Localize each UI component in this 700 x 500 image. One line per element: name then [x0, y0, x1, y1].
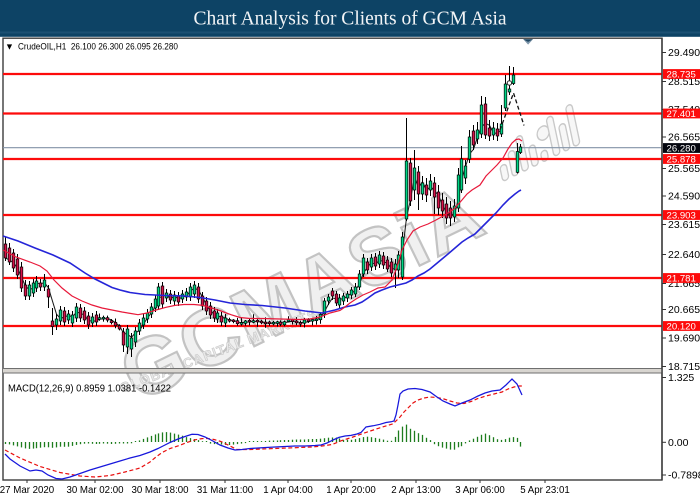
svg-text:25.878: 25.878: [667, 154, 696, 165]
svg-text:0.00: 0.00: [668, 437, 689, 449]
svg-text:-0.7898: -0.7898: [668, 470, 700, 482]
svg-text:MACD(12,26,9) 0.8959 1.0381 -0: MACD(12,26,9) 0.8959 1.0381 -0.1422: [8, 384, 171, 395]
svg-text:22.640: 22.640: [668, 249, 700, 261]
svg-text:2 Apr 13:00: 2 Apr 13:00: [391, 485, 441, 496]
svg-text:27.401: 27.401: [667, 109, 696, 120]
svg-text:24.590: 24.590: [668, 191, 700, 203]
svg-text:1 Apr 04:00: 1 Apr 04:00: [263, 485, 313, 496]
svg-text:21.781: 21.781: [667, 273, 696, 284]
svg-text:31 Mar 11:00: 31 Mar 11:00: [197, 485, 254, 496]
svg-text:18.715: 18.715: [668, 361, 700, 373]
svg-text:5 Apr 23:01: 5 Apr 23:01: [520, 485, 570, 496]
svg-text:3 Apr 06:00: 3 Apr 06:00: [455, 485, 505, 496]
svg-text:20.665: 20.665: [668, 304, 700, 316]
svg-text:CrudeOIL,H1 26.100 26.300 26.: CrudeOIL,H1 26.100 26.300 26.095 26.280: [18, 41, 178, 52]
svg-text:19.690: 19.690: [668, 333, 700, 345]
svg-text:1.325: 1.325: [668, 372, 694, 384]
svg-text:Chart Analysis for Clients of: Chart Analysis for Clients of GCM Asia: [193, 9, 506, 30]
svg-text:26.565: 26.565: [668, 132, 700, 144]
svg-text:23.903: 23.903: [667, 210, 696, 221]
svg-text:30 Mar 18:00: 30 Mar 18:00: [131, 485, 189, 496]
svg-text:20.120: 20.120: [667, 321, 696, 332]
svg-text:▼: ▼: [5, 42, 14, 52]
svg-text:23.615: 23.615: [668, 219, 700, 231]
svg-text:29.490: 29.490: [668, 47, 700, 59]
svg-text:28.735: 28.735: [667, 69, 696, 80]
svg-text:28.515: 28.515: [668, 76, 700, 88]
svg-text:26.280: 26.280: [667, 143, 696, 154]
svg-text:30 Mar 02:00: 30 Mar 02:00: [66, 485, 124, 496]
svg-text:1 Apr 20:00: 1 Apr 20:00: [326, 485, 376, 496]
svg-text:25.565: 25.565: [668, 163, 700, 175]
svg-text:27 Mar 2020: 27 Mar 2020: [0, 485, 55, 496]
